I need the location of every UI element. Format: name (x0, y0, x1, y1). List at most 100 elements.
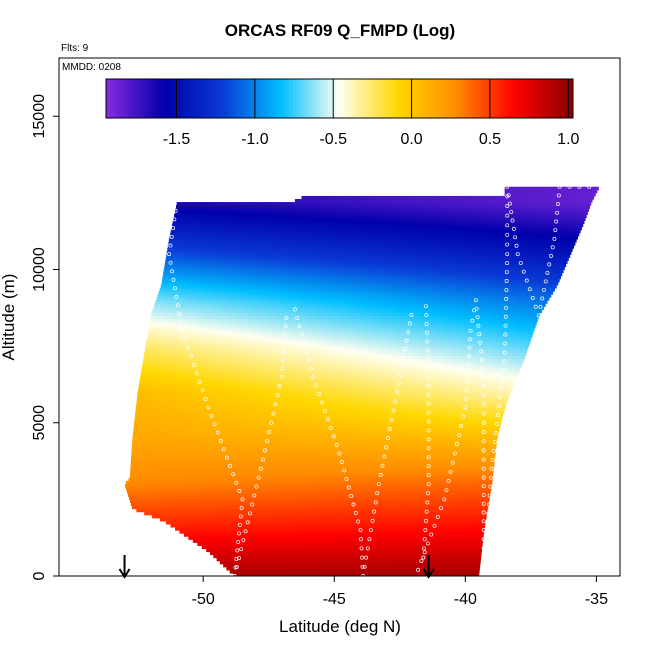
heatmap-cell (229, 557, 237, 562)
heatmap-cell (422, 548, 430, 553)
heatmap-cell (245, 373, 253, 378)
heatmap-cell (147, 493, 155, 497)
heatmap-cell (406, 569, 414, 574)
heatmap-cell (191, 343, 199, 347)
heatmap-cell (391, 526, 399, 531)
heatmap-cell (251, 520, 259, 525)
heatmap-cell (368, 309, 376, 314)
heatmap-cell (284, 422, 292, 427)
heatmap-cell (379, 502, 388, 507)
heatmap-cell (464, 395, 472, 399)
heatmap-cell (431, 318, 439, 323)
heatmap-cell (354, 551, 362, 556)
heatmap-cell (133, 428, 141, 433)
heatmap-cell (367, 453, 375, 458)
heatmap-cell (195, 297, 203, 301)
heatmap-cell (370, 493, 378, 497)
heatmap-cell (257, 343, 265, 347)
heatmap-cell (361, 441, 369, 445)
heatmap-cell (416, 333, 424, 338)
heatmap-cell (250, 438, 258, 442)
heatmap-cell (185, 490, 194, 494)
heatmap-cell (416, 416, 424, 421)
heatmap-cell (438, 459, 447, 464)
heatmap-cell (234, 545, 242, 550)
heatmap-cell (350, 493, 358, 497)
heatmap-cell (313, 471, 321, 476)
heatmap-cell (428, 530, 436, 534)
heatmap-cell (425, 392, 433, 396)
heatmap-cell (361, 435, 370, 439)
heatmap-cell (308, 557, 316, 562)
heatmap-cell (162, 300, 170, 304)
heatmap-cell (244, 520, 252, 525)
heatmap-cell (399, 511, 407, 516)
heatmap-cell (224, 480, 232, 485)
heatmap-cell (414, 379, 422, 384)
heatmap-cell (262, 569, 270, 574)
heatmap-cell (434, 343, 442, 347)
heatmap-cell (330, 530, 338, 534)
heatmap-cell (192, 539, 200, 543)
heatmap-cell (443, 300, 451, 304)
heatmap-cell (201, 474, 210, 479)
heatmap-cell (278, 370, 286, 375)
heatmap-cell (436, 327, 444, 332)
heatmap-cell (246, 413, 254, 418)
heatmap-cell (260, 300, 268, 304)
heatmap-cell (255, 392, 263, 396)
heatmap-cell (203, 511, 211, 516)
heatmap-cell (283, 379, 291, 384)
heatmap-cell (449, 493, 457, 497)
heatmap-cell (441, 490, 449, 494)
heatmap-cell (205, 520, 213, 525)
heatmap-cell (274, 358, 282, 363)
heatmap-cell (304, 370, 313, 375)
heatmap-cell (288, 315, 296, 320)
heatmap-cell (203, 456, 211, 461)
heatmap-cell (339, 401, 347, 405)
heatmap-cell (474, 517, 482, 522)
heatmap-cell (336, 339, 344, 344)
heatmap-cell (275, 447, 284, 451)
heatmap-cell (334, 563, 342, 568)
heatmap-cell (328, 563, 336, 568)
heatmap-cell (457, 401, 465, 405)
heatmap-cell (163, 355, 171, 359)
heatmap-cell (476, 300, 484, 304)
heatmap-cell (378, 324, 386, 329)
heatmap-cell (238, 376, 246, 381)
heatmap-cell (242, 294, 250, 298)
heatmap-cell (241, 321, 249, 326)
heatmap-cell (332, 526, 340, 531)
heatmap-cell (253, 526, 261, 531)
heatmap-cell (367, 349, 375, 353)
heatmap-cell (440, 343, 448, 347)
heatmap-cell (193, 370, 201, 375)
heatmap-cell (254, 361, 262, 366)
heatmap-cell (457, 398, 466, 402)
heatmap-cell (406, 459, 414, 464)
heatmap-cell (302, 438, 310, 442)
heatmap-cell (241, 508, 249, 513)
heatmap-cell (255, 395, 263, 399)
heatmap-cell (392, 395, 400, 399)
heatmap-cell (433, 346, 441, 350)
heatmap-cell (291, 539, 299, 543)
heatmap-cell (397, 364, 405, 369)
heatmap-cell (250, 487, 258, 491)
heatmap-cell (225, 539, 233, 543)
heatmap-cell (341, 533, 349, 537)
heatmap-cell (465, 542, 474, 546)
heatmap-cell (161, 477, 169, 482)
heatmap-cell (364, 327, 372, 332)
heatmap-cell (285, 367, 293, 372)
heatmap-cell (295, 346, 304, 350)
heatmap-cell (211, 520, 220, 525)
heatmap-cell (219, 330, 228, 335)
heatmap-cell (145, 441, 153, 445)
heatmap-cell (431, 398, 439, 402)
heatmap-cell (269, 438, 278, 442)
heatmap-cell (327, 502, 335, 507)
heatmap-cell (418, 508, 426, 513)
